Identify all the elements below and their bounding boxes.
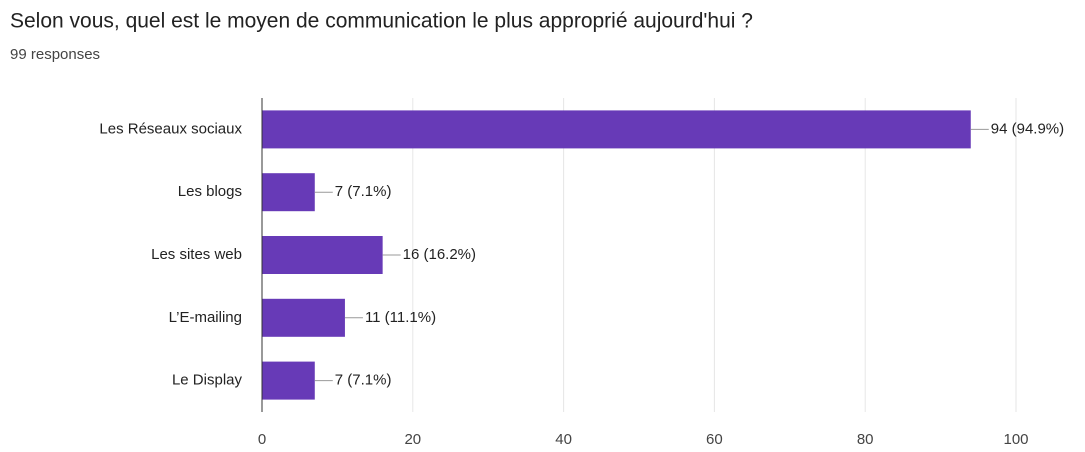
x-tick-label: 80: [857, 431, 874, 448]
bar: [262, 173, 315, 212]
chart-title: Selon vous, quel est le moyen de communi…: [10, 10, 753, 33]
y-tick-label: Le Display: [172, 372, 243, 389]
bar: [262, 361, 315, 400]
y-tick-label: Les blogs: [178, 183, 242, 200]
bar: [262, 298, 345, 337]
data-label: 11 (11.1%): [365, 309, 436, 326]
chart-subtitle: 99 responses: [10, 46, 100, 63]
x-tick-label: 60: [706, 431, 723, 448]
y-tick-label: Les Réseaux sociaux: [99, 120, 242, 137]
y-tick-label: Les sites web: [151, 246, 242, 263]
x-tick-label: 100: [1003, 431, 1028, 448]
x-tick-label: 40: [555, 431, 572, 448]
data-label: 16 (16.2%): [403, 246, 476, 263]
x-tick-label: 20: [404, 431, 421, 448]
bar: [262, 110, 971, 149]
data-label: 7 (7.1%): [335, 372, 392, 389]
data-label: 7 (7.1%): [335, 183, 392, 200]
x-tick-label: 0: [258, 431, 266, 448]
bar: [262, 236, 383, 274]
data-label: 94 (94.9%): [991, 120, 1064, 137]
y-tick-label: L’E-mailing: [169, 309, 242, 326]
